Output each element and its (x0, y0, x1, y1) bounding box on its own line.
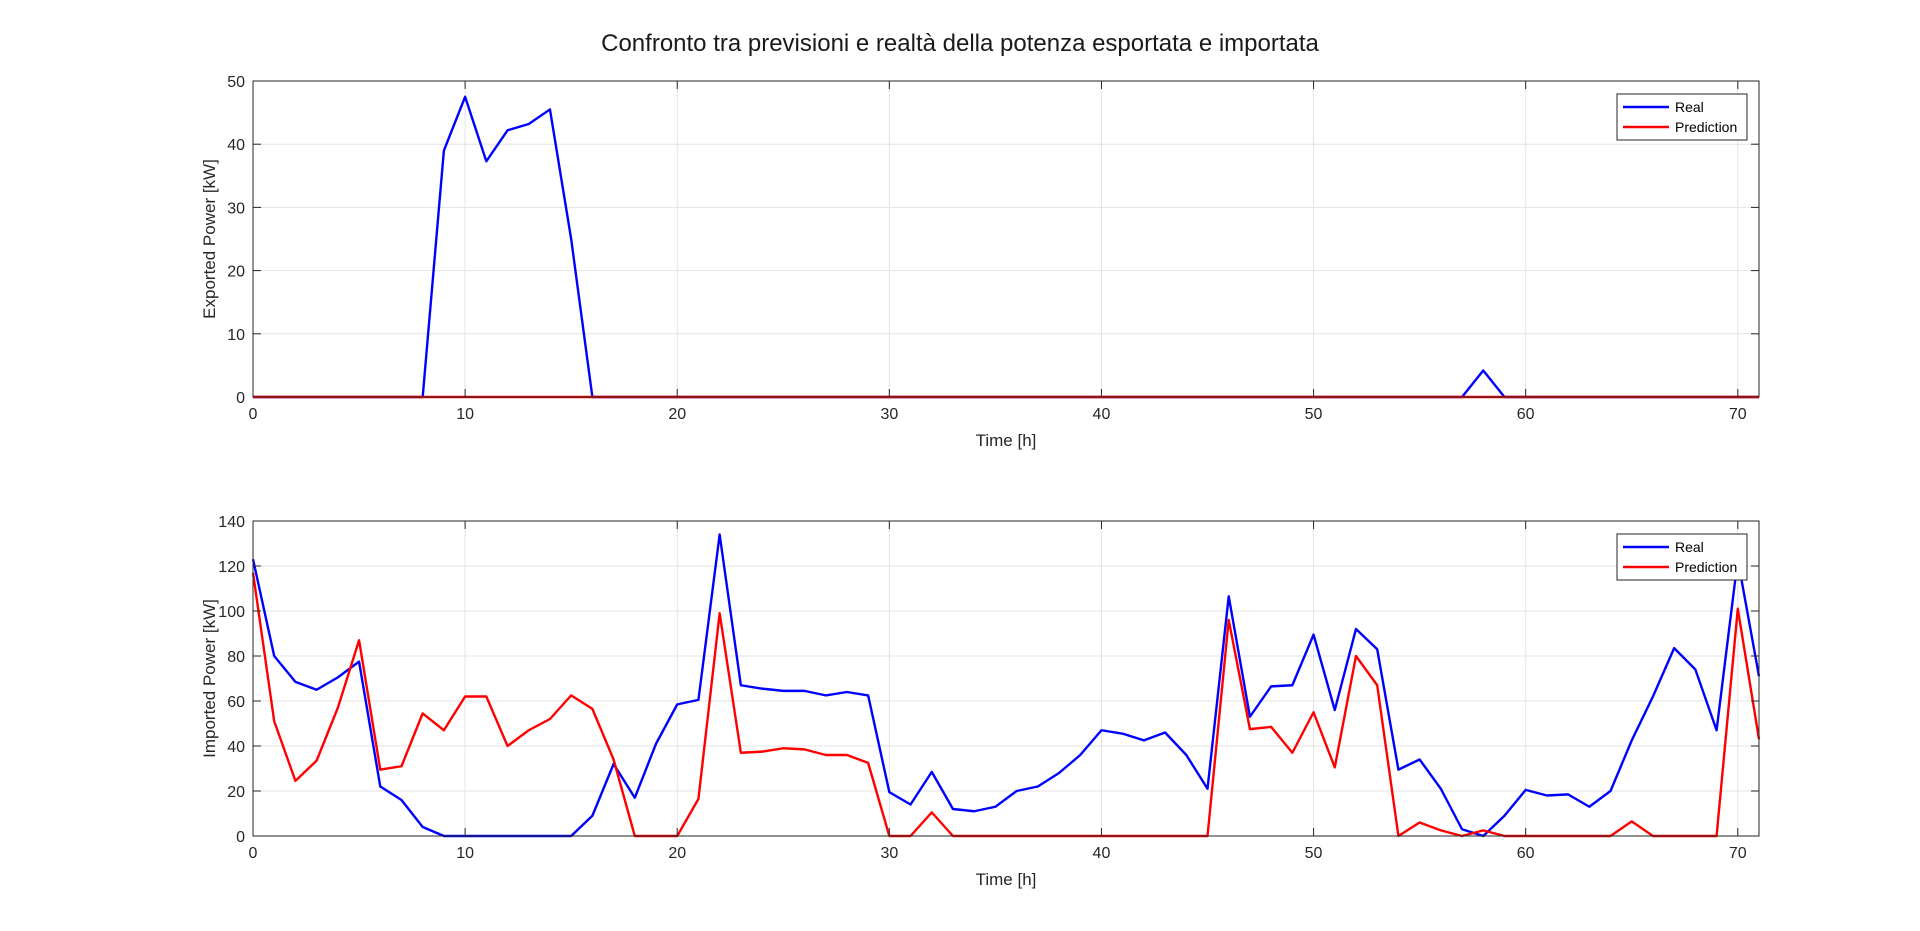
y-tick-label: 50 (227, 74, 245, 91)
y-tick-label: 20 (227, 264, 245, 281)
legend-label-prediction: Prediction (1675, 119, 1737, 135)
y-axis-label: Exported Power [kW] (200, 159, 219, 319)
legend-label-real: Real (1675, 99, 1704, 115)
x-tick-label: 70 (1729, 406, 1747, 423)
x-axis-label: Time [h] (976, 870, 1037, 889)
x-tick-label: 40 (1093, 845, 1111, 862)
y-tick-label: 60 (227, 694, 245, 711)
y-tick-label: 100 (218, 604, 245, 621)
y-tick-label: 30 (227, 200, 245, 217)
y-axis-label: Imported Power [kW] (200, 599, 219, 758)
chart-1: 0 10 20 30 40 50 60 70 0 10 20 30 40 50 Time [h] Export… (200, 74, 1760, 450)
x-tick-label: 0 (249, 845, 258, 862)
x-tick-label: 0 (249, 406, 258, 423)
figure-title: Confronto tra previsioni e realtà della … (601, 30, 1319, 57)
y-tick-label: 0 (236, 829, 245, 846)
x-tick-label: 10 (456, 406, 474, 423)
chart-2: 0 10 20 30 40 50 60 70 0 20 40 60 80 100 120 140 Time [h… (200, 514, 1761, 889)
x-tick-label: 10 (456, 845, 474, 862)
plot-frame (252, 520, 1760, 837)
y-tick-label: 80 (227, 649, 245, 666)
x-tick-label: 20 (668, 845, 686, 862)
legend-box (1616, 93, 1748, 141)
x-tick-label: 30 (880, 845, 898, 862)
y-tick-label: 20 (227, 784, 245, 801)
y-tick-label: 40 (227, 739, 245, 756)
x-tick-label: 50 (1305, 406, 1323, 423)
x-tick-label: 60 (1517, 845, 1535, 862)
series-line-real (253, 95, 1759, 399)
x-axis-label: Time [h] (976, 431, 1037, 450)
legend-label-prediction: Prediction (1675, 559, 1737, 575)
y-tick-label: 120 (218, 559, 245, 576)
legend-label-real: Real (1675, 539, 1704, 555)
x-tick-label: 30 (880, 406, 898, 423)
y-tick-label: 40 (227, 137, 245, 154)
x-tick-label: 20 (668, 406, 686, 423)
x-tick-label: 40 (1093, 406, 1111, 423)
y-tick-label: 10 (227, 327, 245, 344)
x-tick-label: 60 (1517, 406, 1535, 423)
legend-box (1616, 533, 1748, 581)
x-tick-label: 50 (1305, 845, 1323, 862)
y-tick-label: 140 (218, 514, 245, 531)
y-tick-label: 0 (236, 390, 245, 407)
series-line-prediction (251, 572, 1761, 838)
plot-frame (252, 80, 1760, 398)
x-tick-label: 70 (1729, 845, 1747, 862)
